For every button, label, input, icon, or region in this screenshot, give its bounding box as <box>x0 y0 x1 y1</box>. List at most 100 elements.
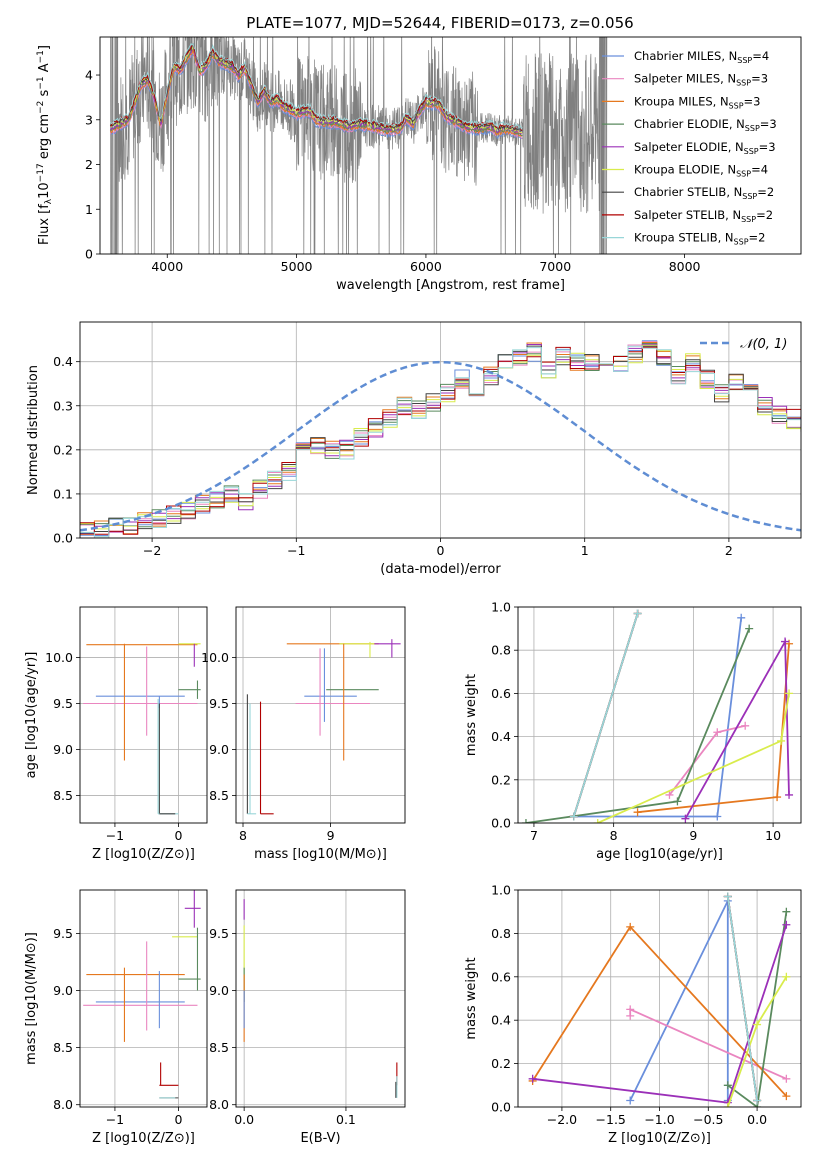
weight-point <box>741 721 750 730</box>
x-axis-label: Z [log10(Z/Z⊙)] <box>92 847 195 862</box>
weight-line-chabrier-elodie <box>525 628 751 823</box>
legend-entry: Salpeter MILES, NSSP=3 <box>634 72 768 88</box>
y-axis-label: Normed distribution <box>26 365 41 495</box>
plot-area <box>83 890 201 1099</box>
y-axis-label: mass weight <box>464 957 479 1039</box>
y-tick-label: 0.4 <box>491 729 511 744</box>
y-tick-label: 8.5 <box>209 1040 229 1055</box>
x-tick-label: 2 <box>725 543 733 558</box>
weight-point <box>782 972 791 981</box>
histogram-salpeter-miles <box>80 341 801 538</box>
weight-point <box>665 790 674 799</box>
weight-point <box>785 790 794 799</box>
weight-line-chabrier-miles <box>629 900 729 1101</box>
y-axis-label: Flux [fλ10−17 erg cm−2 s−1 A−1] <box>36 45 54 245</box>
x-tick-label: 4000 <box>151 259 183 274</box>
weight-point <box>782 1074 791 1083</box>
weight-point <box>745 624 754 633</box>
model-spectrum-salpeter-stelib <box>110 44 523 131</box>
x-tick-label: 0 <box>174 828 182 843</box>
axes-frame <box>235 889 406 1108</box>
weight-point <box>777 736 786 745</box>
y-tick-label: 0.6 <box>491 969 511 984</box>
y-tick-label: 8.5 <box>53 1040 73 1055</box>
weight-point <box>737 613 746 622</box>
axes-frame <box>517 606 802 824</box>
weight-point <box>569 812 578 821</box>
weight-point <box>633 609 642 618</box>
x-tick-label: −0.5 <box>693 1112 723 1127</box>
axes-frame <box>79 321 802 539</box>
panel-5: −1 0 8.0 8.5 9.0 9.5 Z [log10(Z/Z⊙)] mass [log1… <box>24 889 208 1146</box>
legend-entry: Salpeter ELODIE, NSSP=3 <box>634 140 776 156</box>
weight-point <box>782 907 791 916</box>
legend-entry: Chabrier MILES, NSSP=4 <box>634 49 769 65</box>
y-tick-label: 0.3 <box>53 398 73 413</box>
weight-point <box>521 819 530 823</box>
x-tick-label: 9 <box>689 828 697 843</box>
x-tick-label: 0.0 <box>234 1112 254 1127</box>
histogram-chabrier-stelib <box>80 345 801 534</box>
x-tick-label: 8000 <box>669 259 701 274</box>
x-tick-label: 8 <box>239 828 247 843</box>
x-tick-label: 0.1 <box>336 1112 356 1127</box>
weight-line-salpeter-miles <box>668 724 746 796</box>
x-axis-label: Z [log10(Z/Z⊙)] <box>92 1131 195 1146</box>
y-tick-label: 0.2 <box>491 1056 511 1071</box>
weight-line-kroupa-stelib <box>572 613 639 817</box>
x-tick-label: 6000 <box>410 259 442 274</box>
weight-point <box>723 892 732 901</box>
y-tick-label: 0.2 <box>53 442 73 457</box>
x-axis-label: age [log10(age/yr)] <box>596 847 723 862</box>
x-tick-label: −2 <box>143 543 161 558</box>
weight-point <box>681 814 690 823</box>
y-tick-label: 9.0 <box>209 983 229 998</box>
weight-point <box>528 1074 537 1083</box>
y-axis-label: age [log10(age/yr)] <box>24 652 39 779</box>
x-tick-label: 0.0 <box>747 1112 767 1127</box>
weight-line-chabrier-elodie <box>727 911 788 1107</box>
y-tick-label: 10.0 <box>201 650 229 665</box>
x-tick-label: −1.5 <box>596 1112 626 1127</box>
weight-point <box>673 797 682 806</box>
y-tick-label: 1 <box>85 202 93 217</box>
x-tick-label: 0 <box>437 543 445 558</box>
y-tick-label: 0.0 <box>491 1100 511 1115</box>
weight-point <box>781 637 790 646</box>
y-tick-label: 8.0 <box>209 1097 229 1112</box>
plot-area <box>80 340 801 538</box>
weight-point <box>782 920 791 929</box>
y-tick-label: 0.0 <box>53 531 73 546</box>
histogram-salpeter-elodie <box>80 343 801 535</box>
y-tick-label: 9.5 <box>53 926 73 941</box>
weight-point <box>773 793 782 802</box>
plot-area <box>521 609 794 823</box>
weight-point <box>753 1020 762 1029</box>
x-tick-label: 8 <box>610 828 618 843</box>
plot-area <box>83 643 201 815</box>
axes-frame <box>99 36 802 255</box>
weight-point <box>785 689 794 698</box>
y-tick-label: 0.4 <box>53 354 73 369</box>
x-axis-label: mass [log10(M/M⊙)] <box>254 847 387 862</box>
axes-frame <box>79 889 208 1108</box>
y-tick-label: 9.5 <box>209 926 229 941</box>
plot-area <box>528 892 791 1107</box>
y-tick-label: 3 <box>85 112 93 127</box>
y-tick-label: 0.1 <box>53 486 73 501</box>
y-tick-label: 10.0 <box>45 650 73 665</box>
legend-entry: Salpeter STELIB, NSSP=2 <box>634 208 773 224</box>
histogram-kroupa-elodie <box>80 344 801 530</box>
plot-area <box>246 639 401 815</box>
y-tick-label: 4 <box>85 68 93 83</box>
x-tick-label: −2.0 <box>547 1112 577 1127</box>
x-axis-label: Z [log10(Z/Z⊙)] <box>608 1131 711 1146</box>
weight-point <box>626 922 635 931</box>
weight-point <box>713 812 722 821</box>
model-spectrum-kroupa-miles <box>109 49 523 137</box>
y-tick-label: 9.0 <box>53 983 73 998</box>
legend-entry: Kroupa ELODIE, NSSP=4 <box>634 163 768 179</box>
plot-area <box>243 899 398 1098</box>
y-tick-label: 9.0 <box>53 742 73 757</box>
x-tick-label: −1.0 <box>644 1112 674 1127</box>
